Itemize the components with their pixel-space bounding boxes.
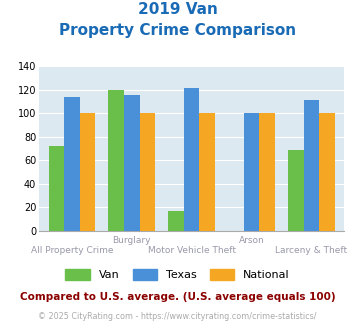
Bar	[124, 95, 140, 231]
Bar	[168, 211, 184, 231]
Bar	[319, 113, 335, 231]
Text: Property Crime Comparison: Property Crime Comparison	[59, 23, 296, 38]
Bar	[49, 146, 64, 231]
Text: © 2025 CityRating.com - https://www.cityrating.com/crime-statistics/: © 2025 CityRating.com - https://www.city…	[38, 312, 317, 321]
Bar	[304, 100, 319, 231]
Text: Larceny & Theft: Larceny & Theft	[275, 246, 348, 255]
Text: Compared to U.S. average. (U.S. average equals 100): Compared to U.S. average. (U.S. average …	[20, 292, 335, 302]
Bar	[288, 150, 304, 231]
Text: Burglary: Burglary	[113, 236, 151, 245]
Bar	[200, 113, 215, 231]
Text: 2019 Van: 2019 Van	[138, 2, 217, 16]
Text: Arson: Arson	[239, 236, 264, 245]
Bar	[80, 113, 95, 231]
Bar	[260, 113, 275, 231]
Text: Motor Vehicle Theft: Motor Vehicle Theft	[148, 246, 236, 255]
Legend: Van, Texas, National: Van, Texas, National	[61, 265, 294, 284]
Bar	[109, 89, 124, 231]
Text: All Property Crime: All Property Crime	[31, 246, 113, 255]
Bar	[64, 97, 80, 231]
Bar	[244, 113, 260, 231]
Bar	[140, 113, 155, 231]
Bar	[184, 88, 200, 231]
